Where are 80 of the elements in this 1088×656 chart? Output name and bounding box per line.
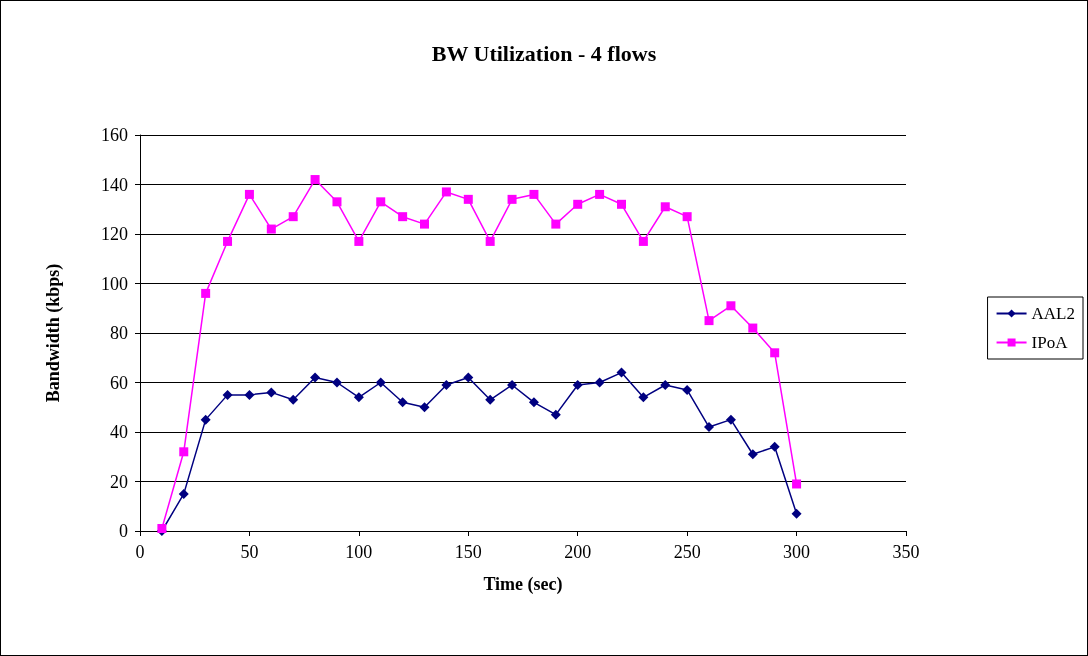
point: [507, 379, 518, 390]
point: [528, 397, 539, 408]
x-axis-title: Time (sec): [483, 574, 563, 595]
point: [310, 175, 320, 185]
x-tick-label: 250: [673, 542, 701, 562]
point: [725, 414, 736, 425]
point: [266, 224, 276, 234]
point: [332, 197, 342, 207]
y-tick-label: 0: [119, 521, 128, 541]
point: [376, 197, 386, 207]
chart-title: BW Utilization - 4 flows: [431, 40, 657, 66]
point: [354, 236, 364, 246]
x-tick-label: 50: [240, 542, 259, 562]
point: [485, 394, 496, 405]
y-tick-label: 140: [101, 174, 128, 195]
point: [398, 212, 408, 222]
point: [748, 323, 758, 333]
point: [375, 377, 386, 388]
y-tick-label: 160: [101, 125, 128, 145]
x-tick-label: 200: [564, 542, 592, 562]
point: [550, 409, 561, 420]
point: [704, 316, 714, 326]
y-tick-label: 60: [110, 372, 128, 393]
point: [178, 488, 189, 499]
point: [770, 348, 780, 358]
y-tick-label: 40: [110, 422, 128, 442]
x-tick-label: 150: [454, 542, 482, 562]
point: [792, 479, 802, 489]
point: [463, 194, 473, 204]
point: [310, 372, 321, 383]
legend-label: AAL2: [1031, 304, 1076, 323]
point: [223, 236, 233, 246]
point: [704, 422, 715, 433]
point: [266, 387, 277, 398]
point: [682, 212, 692, 222]
point: [201, 288, 211, 298]
point: [573, 199, 583, 209]
point: [616, 199, 626, 209]
point: [244, 189, 254, 199]
y-tick-label: 20: [110, 471, 128, 492]
point: [594, 377, 605, 388]
point: [726, 301, 736, 311]
point: [420, 219, 430, 229]
y-tick-label: 120: [101, 224, 128, 244]
point: [288, 394, 299, 405]
x-tick-label: 100: [345, 542, 373, 562]
x-tick-label: 300: [783, 542, 811, 562]
point: [288, 212, 298, 222]
point: [507, 194, 517, 204]
point: [616, 367, 627, 378]
point: [595, 189, 605, 199]
x-tick-label: 0: [135, 542, 145, 562]
point: [769, 441, 780, 452]
point: [638, 392, 649, 403]
y-tick-label: 100: [101, 273, 128, 294]
point: [397, 397, 408, 408]
legend-label: IPoA: [1031, 333, 1069, 352]
point: [441, 187, 451, 197]
point: [551, 219, 561, 229]
point: [572, 379, 583, 390]
point: [331, 377, 342, 388]
point: [244, 389, 255, 400]
point: [441, 379, 452, 390]
point: [747, 449, 758, 460]
point: [791, 508, 802, 519]
point: [682, 384, 693, 395]
point: [660, 379, 671, 390]
x-tick-label: 350: [892, 542, 920, 562]
point: [529, 189, 539, 199]
point: [179, 447, 189, 457]
point: [485, 236, 495, 246]
point: [353, 392, 364, 403]
point: [660, 202, 670, 212]
point: [463, 372, 474, 383]
y-axis-title: Bandwidth (kbps): [43, 263, 64, 403]
y-tick-label: 80: [110, 323, 128, 343]
point: [638, 236, 648, 246]
point: [419, 402, 430, 413]
point: [200, 414, 211, 425]
point: [222, 389, 233, 400]
